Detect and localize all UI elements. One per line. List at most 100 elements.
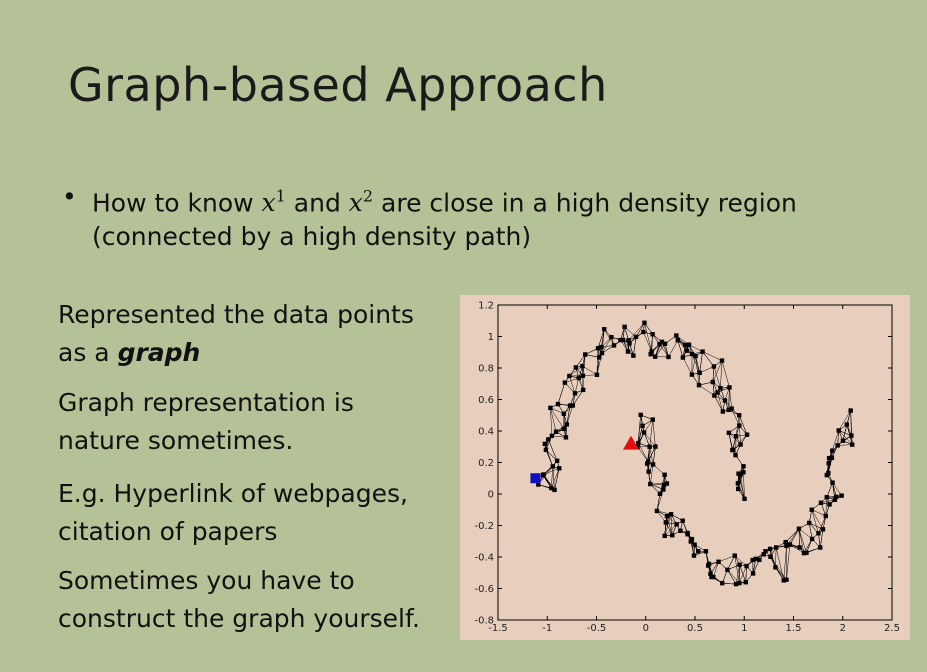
graph-edge bbox=[739, 425, 741, 445]
data-point bbox=[583, 352, 588, 357]
graph-edge bbox=[806, 538, 813, 553]
graph-edge bbox=[582, 365, 598, 375]
graph-edge bbox=[688, 344, 703, 352]
y-tick-label: -0.8 bbox=[474, 616, 494, 627]
graph-edge bbox=[721, 360, 730, 388]
var-x1: x1 bbox=[261, 187, 286, 218]
data-point bbox=[567, 403, 573, 408]
graph-edge bbox=[648, 446, 650, 472]
graph-edge bbox=[566, 405, 571, 425]
graph-edge bbox=[820, 499, 835, 504]
graph-edge bbox=[643, 432, 656, 447]
data-point bbox=[638, 412, 643, 418]
data-point bbox=[570, 403, 576, 408]
graph-edge bbox=[811, 509, 824, 530]
data-point bbox=[599, 350, 605, 356]
bullet-text: How to know x1 and x2 are close in a hig… bbox=[92, 180, 882, 254]
data-point bbox=[827, 502, 832, 507]
y-tick-label: 0.8 bbox=[478, 364, 494, 375]
data-point bbox=[542, 441, 548, 447]
data-point bbox=[784, 577, 789, 582]
graph-edge bbox=[564, 377, 579, 383]
graph-edge bbox=[825, 497, 828, 516]
data-point bbox=[618, 337, 623, 343]
graph-edge bbox=[551, 468, 560, 489]
graph-edge bbox=[798, 528, 800, 548]
data-point bbox=[743, 579, 748, 585]
data-point bbox=[564, 422, 570, 427]
data-point bbox=[744, 432, 750, 437]
graph-edge bbox=[691, 356, 696, 375]
graph-edge bbox=[832, 482, 837, 497]
data-point bbox=[631, 353, 636, 358]
data-point bbox=[689, 372, 695, 377]
data-point bbox=[832, 497, 838, 503]
bullet-mid: and bbox=[285, 188, 349, 218]
data-point bbox=[836, 428, 841, 433]
graph-edge bbox=[727, 569, 737, 585]
graph-edge bbox=[738, 415, 748, 435]
graph-edge bbox=[713, 561, 719, 578]
graph-edge bbox=[633, 336, 637, 356]
var-x2: x2 bbox=[348, 187, 374, 218]
data-point bbox=[787, 542, 793, 547]
data-point bbox=[680, 518, 685, 523]
data-point bbox=[536, 482, 541, 487]
data-point bbox=[666, 354, 671, 360]
graph-edge bbox=[819, 529, 824, 548]
y-tick-label: 1 bbox=[488, 332, 494, 343]
data-point bbox=[834, 494, 839, 500]
data-point bbox=[611, 343, 617, 348]
graph-edge bbox=[811, 509, 826, 517]
graph-edge bbox=[545, 449, 554, 467]
data-point bbox=[561, 411, 567, 416]
x-tick-label: 0.5 bbox=[687, 623, 703, 634]
graph-edge bbox=[729, 387, 732, 409]
graph-edge bbox=[601, 337, 612, 354]
graph-edge bbox=[783, 545, 787, 581]
data-point bbox=[602, 327, 607, 332]
graph-edge bbox=[735, 564, 740, 585]
bullet-item: • How to know x1 and x2 are close in a h… bbox=[62, 180, 882, 254]
data-point bbox=[636, 440, 641, 446]
data-point bbox=[663, 520, 669, 525]
data-point bbox=[726, 430, 732, 436]
graph-edge bbox=[808, 522, 813, 539]
graph-edge bbox=[637, 446, 649, 462]
graph-edge bbox=[597, 329, 605, 349]
graph-edge bbox=[811, 509, 819, 534]
data-point bbox=[654, 508, 660, 514]
marked-triangle-point bbox=[622, 435, 639, 450]
data-point bbox=[807, 520, 812, 526]
bullet-marker: • bbox=[62, 182, 77, 211]
data-point bbox=[678, 528, 683, 534]
graph-edge bbox=[670, 514, 673, 536]
data-point bbox=[735, 481, 741, 486]
graph-edge bbox=[786, 544, 791, 580]
graph-edge bbox=[720, 360, 723, 389]
data-point bbox=[696, 382, 702, 388]
graph-edge bbox=[551, 466, 554, 489]
data-point bbox=[840, 438, 846, 443]
data-point bbox=[850, 442, 855, 447]
data-point bbox=[549, 433, 555, 439]
graph-emphasis: graph bbox=[117, 338, 201, 367]
graph-edge bbox=[572, 389, 584, 406]
graph-edge bbox=[712, 381, 715, 396]
data-point bbox=[580, 363, 585, 369]
data-point bbox=[697, 370, 702, 376]
data-point bbox=[783, 539, 788, 545]
y-tick-label: 0.4 bbox=[478, 427, 494, 438]
data-point bbox=[567, 373, 572, 379]
data-point bbox=[781, 578, 786, 583]
data-point bbox=[763, 548, 768, 554]
data-point bbox=[685, 532, 690, 537]
data-point bbox=[554, 458, 560, 463]
data-point bbox=[809, 536, 815, 542]
graph-edge bbox=[650, 483, 665, 486]
data-point bbox=[599, 344, 604, 350]
scatter-chart: -1.5 -1 -0.5 0 0.5 1 1.5 2 2.5 1.2 1 0.8 0.6 0.4 0.2 0 -… bbox=[474, 301, 899, 635]
data-point bbox=[848, 408, 853, 413]
graph-edge bbox=[643, 331, 652, 352]
graph-edge bbox=[656, 493, 661, 511]
